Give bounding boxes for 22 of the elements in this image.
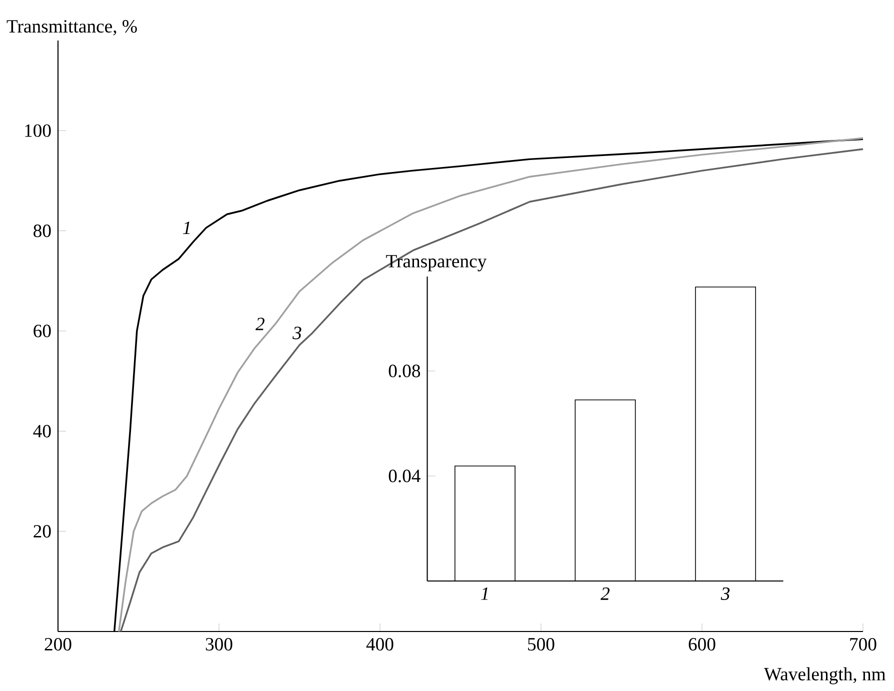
y-tick-label: 0.04 xyxy=(388,470,421,483)
x-axis-title: Wavelength, nm xyxy=(764,668,886,685)
x-tick-label: 2 xyxy=(600,588,610,600)
y-tick-label: 80 xyxy=(34,224,51,238)
x-tick-label: 600 xyxy=(688,638,716,651)
x-tick-label: 3 xyxy=(720,588,730,600)
x-tick-label: 1 xyxy=(481,588,488,600)
y-tick-label: 60 xyxy=(34,324,51,338)
series-label: 3 xyxy=(292,326,302,340)
series-label: 1 xyxy=(182,222,190,234)
x-tick-label: 300 xyxy=(206,638,232,651)
x-tick-label: 400 xyxy=(366,638,394,651)
y-axis-title: Transparency xyxy=(386,255,487,272)
x-tick-label: 500 xyxy=(528,638,554,651)
y-tick-label: 100 xyxy=(25,124,51,138)
y-tick-label: 0.08 xyxy=(388,364,420,378)
x-tick-label: 200 xyxy=(44,638,72,651)
series-label: 2 xyxy=(256,318,264,330)
y-tick-label: 20 xyxy=(34,525,51,538)
y-axis-title: Transmittance, % xyxy=(6,20,137,36)
x-tick-label: 700 xyxy=(850,638,876,651)
y-tick-label: 40 xyxy=(33,425,51,438)
